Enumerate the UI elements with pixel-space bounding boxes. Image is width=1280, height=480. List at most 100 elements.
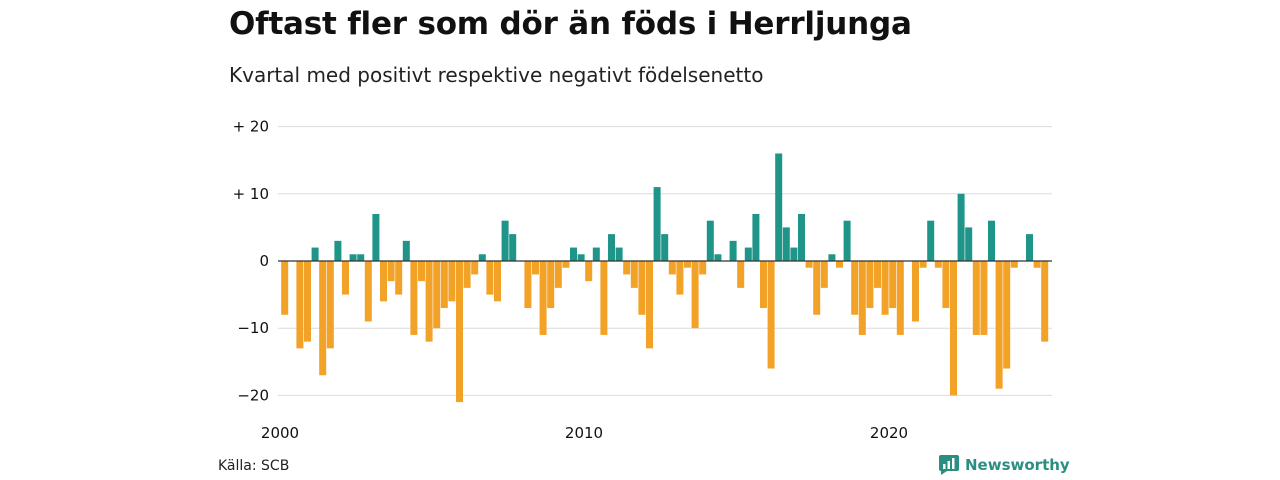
bar-negative bbox=[630, 261, 638, 288]
bar-positive bbox=[592, 247, 600, 261]
bar-positive bbox=[790, 247, 798, 261]
y-axis-labels: + 20 + 10 0 −10 −20 bbox=[233, 118, 269, 405]
bar-positive bbox=[782, 227, 790, 261]
bar-negative bbox=[281, 261, 289, 315]
bar-negative bbox=[600, 261, 608, 335]
bar-negative bbox=[418, 261, 425, 282]
bar-positive bbox=[372, 213, 380, 261]
bar-negative bbox=[896, 261, 904, 335]
bar-negative bbox=[440, 261, 448, 309]
x-tick-label: 2010 bbox=[565, 424, 603, 442]
bar-negative bbox=[691, 261, 699, 329]
gridlines bbox=[278, 126, 1052, 396]
bar-negative bbox=[668, 261, 676, 275]
bar-positive bbox=[752, 213, 760, 261]
bar-positive bbox=[798, 213, 805, 261]
bar-positive bbox=[311, 247, 319, 261]
bar-negative bbox=[562, 261, 570, 268]
bar-negative bbox=[1003, 261, 1011, 369]
bar-negative bbox=[980, 261, 988, 335]
bar-positive bbox=[402, 240, 410, 261]
y-tick-label: 0 bbox=[259, 252, 269, 270]
bar-negative bbox=[425, 261, 433, 342]
x-axis-labels: 2000 2010 2020 bbox=[261, 424, 908, 442]
bar-positive bbox=[988, 220, 995, 261]
bar-positive bbox=[729, 240, 737, 261]
bar-negative bbox=[1010, 261, 1018, 268]
newsworthy-icon bbox=[939, 455, 959, 475]
bar-negative bbox=[532, 261, 539, 275]
bar-positive bbox=[577, 254, 585, 261]
bar-negative bbox=[760, 261, 767, 309]
bar-negative bbox=[1041, 261, 1049, 342]
bar-negative bbox=[364, 261, 372, 322]
bar-positive bbox=[775, 153, 783, 261]
bar-negative bbox=[326, 261, 334, 349]
y-tick-label: −10 bbox=[237, 319, 269, 337]
bar-positive bbox=[509, 234, 517, 261]
bar-positive bbox=[661, 234, 669, 261]
bar-positive bbox=[615, 247, 623, 261]
y-tick-label: −20 bbox=[237, 386, 269, 404]
x-tick-label: 2020 bbox=[870, 424, 908, 442]
bar-positive bbox=[927, 220, 935, 261]
bar-negative bbox=[319, 261, 327, 376]
bar-negative bbox=[676, 261, 684, 295]
bar-negative bbox=[471, 261, 479, 275]
bar-negative bbox=[767, 261, 775, 369]
source-note: Källa: SCB bbox=[218, 458, 290, 474]
bar-negative bbox=[684, 261, 691, 268]
bar-negative bbox=[934, 261, 942, 268]
brand-logo[interactable]: Newsworthy bbox=[939, 455, 1070, 475]
bar-negative bbox=[342, 261, 349, 295]
bar-positive bbox=[706, 220, 714, 261]
bar-positive bbox=[957, 193, 965, 261]
bar-negative bbox=[585, 261, 593, 282]
bar-negative bbox=[813, 261, 821, 315]
bar-positive bbox=[843, 220, 851, 261]
bar-negative bbox=[380, 261, 387, 302]
bar-positive bbox=[501, 220, 509, 261]
bar-negative bbox=[881, 261, 889, 315]
bar-negative bbox=[410, 261, 418, 335]
bar-positive bbox=[570, 247, 577, 261]
bar-negative bbox=[638, 261, 646, 315]
bar-positive bbox=[478, 254, 486, 261]
bar-negative bbox=[912, 261, 919, 322]
bar-negative bbox=[851, 261, 859, 315]
bar-negative bbox=[950, 261, 957, 396]
bar-negative bbox=[387, 261, 395, 282]
bar-negative bbox=[524, 261, 532, 309]
bar-negative bbox=[995, 261, 1003, 389]
y-tick-label: + 10 bbox=[233, 185, 269, 203]
bar-negative bbox=[623, 261, 631, 275]
bar-negative bbox=[395, 261, 403, 295]
bar-negative bbox=[448, 261, 456, 302]
bar-positive bbox=[744, 247, 752, 261]
bar-negative bbox=[547, 261, 555, 309]
bar-negative bbox=[699, 261, 707, 275]
bar-positive bbox=[349, 254, 357, 261]
bar-positive bbox=[653, 187, 661, 261]
bar-negative bbox=[919, 261, 927, 268]
bar-negative bbox=[836, 261, 843, 268]
bar-negative bbox=[972, 261, 980, 335]
bar-positive bbox=[714, 254, 722, 261]
bar-negative bbox=[1033, 261, 1041, 268]
bar-negative bbox=[858, 261, 866, 335]
bar-negative bbox=[539, 261, 547, 335]
bar-negative bbox=[805, 261, 813, 268]
bar-negative bbox=[296, 261, 304, 349]
x-tick-label: 2000 bbox=[261, 424, 299, 442]
bar-negative bbox=[433, 261, 441, 329]
bar-positive bbox=[1026, 234, 1033, 261]
chart-title: Oftast fler som dör än föds i Herrljunga bbox=[229, 6, 912, 42]
bar-negative bbox=[463, 261, 471, 288]
bar-negative bbox=[737, 261, 745, 288]
bars bbox=[281, 153, 1049, 403]
brand-name: Newsworthy bbox=[965, 456, 1070, 474]
bar-negative bbox=[494, 261, 501, 302]
bar-positive bbox=[334, 240, 342, 261]
y-tick-label: + 20 bbox=[233, 118, 269, 136]
